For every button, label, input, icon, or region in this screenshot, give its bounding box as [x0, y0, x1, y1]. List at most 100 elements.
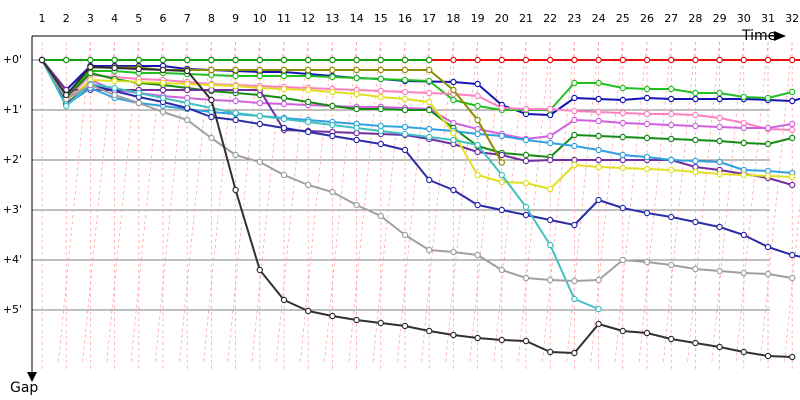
data-point: [571, 349, 578, 357]
data-point: [305, 307, 312, 315]
data-point: [450, 129, 457, 137]
x-tick-label: 13: [325, 12, 339, 25]
data-point: [87, 69, 94, 77]
series-line: [41, 59, 599, 310]
data-point: [280, 85, 288, 93]
x-tick-label: 19: [471, 12, 485, 25]
data-point: [595, 108, 602, 116]
series-14: [38, 56, 796, 285]
series-2: [38, 56, 433, 64]
data-point: [716, 123, 723, 131]
data-point: [401, 146, 409, 154]
data-point: [426, 66, 433, 74]
data-point: [353, 74, 360, 82]
x-tick-label: 11: [277, 12, 291, 25]
data-point: [547, 216, 554, 224]
data-point: [716, 170, 723, 178]
y-tick-label: +0': [3, 53, 22, 66]
data-point: [789, 120, 796, 128]
data-point: [643, 56, 651, 64]
data-point: [401, 88, 409, 96]
x-tick-label: 16: [398, 12, 412, 25]
x-tick-label: 3: [87, 12, 94, 25]
data-point: [353, 105, 360, 113]
data-point: [789, 173, 796, 181]
x-tick-label: 28: [688, 12, 702, 25]
data-point: [87, 56, 94, 64]
data-point: [329, 121, 336, 129]
data-point: [498, 336, 505, 344]
data-point: [426, 176, 433, 184]
data-point: [474, 148, 481, 156]
series-line: [41, 59, 793, 158]
data-point: [498, 151, 505, 159]
data-point: [256, 266, 263, 274]
x-tick-label: 30: [737, 12, 751, 25]
data-point: [305, 128, 312, 136]
data-point: [619, 56, 627, 64]
data-point: [401, 231, 409, 239]
data-point: [87, 63, 94, 71]
data-point: [547, 56, 554, 64]
data-point: [256, 84, 263, 92]
data-point: [643, 329, 651, 337]
data-point: [159, 79, 167, 87]
data-point: [571, 161, 578, 169]
series-layer: [38, 56, 800, 361]
data-point: [256, 120, 263, 128]
data-point: [280, 94, 288, 102]
data-point: [401, 95, 409, 103]
series-line: [41, 59, 793, 282]
data-point: [111, 77, 118, 85]
data-point: [377, 93, 384, 101]
data-point: [111, 84, 118, 92]
data-point: [498, 132, 505, 140]
data-point: [280, 115, 288, 123]
data-point: [619, 204, 627, 212]
data-point: [401, 130, 409, 138]
series-line: [41, 59, 793, 174]
data-point: [668, 213, 675, 221]
data-point: [305, 181, 312, 189]
x-tick-label: 21: [519, 12, 533, 25]
lap-guide: [566, 41, 599, 363]
data-point: [571, 94, 578, 102]
data-point: [450, 331, 457, 339]
data-point: [232, 66, 239, 74]
x-tick-label: 5: [135, 12, 142, 25]
series-15: [38, 56, 796, 361]
data-point: [474, 334, 481, 342]
y-tick-label: +1': [3, 103, 22, 116]
data-point: [135, 65, 142, 73]
data-point: [208, 56, 215, 64]
data-point: [619, 84, 627, 92]
data-point: [159, 86, 167, 94]
data-point: [692, 168, 699, 176]
data-point: [232, 116, 239, 124]
data-point: [643, 258, 651, 266]
series-8: [38, 56, 796, 189]
data-point: [135, 56, 142, 64]
y-tick-label: +5': [3, 303, 22, 316]
data-point: [692, 122, 699, 130]
data-point: [474, 102, 481, 110]
series-12: [38, 56, 800, 259]
data-point: [692, 95, 699, 103]
data-point: [232, 82, 239, 90]
data-point: [595, 320, 602, 328]
data-point: [256, 56, 263, 64]
data-point: [111, 91, 118, 99]
data-point: [547, 156, 554, 164]
data-point: [547, 276, 554, 284]
x-tick-label: 20: [495, 12, 509, 25]
data-point: [619, 96, 627, 104]
data-point: [426, 133, 433, 141]
data-point: [522, 151, 530, 159]
data-point: [62, 91, 70, 99]
data-point: [571, 131, 578, 139]
data-point: [619, 256, 627, 264]
data-point: [426, 89, 433, 97]
y-tick-label: +2': [3, 153, 22, 166]
data-point: [450, 86, 457, 94]
